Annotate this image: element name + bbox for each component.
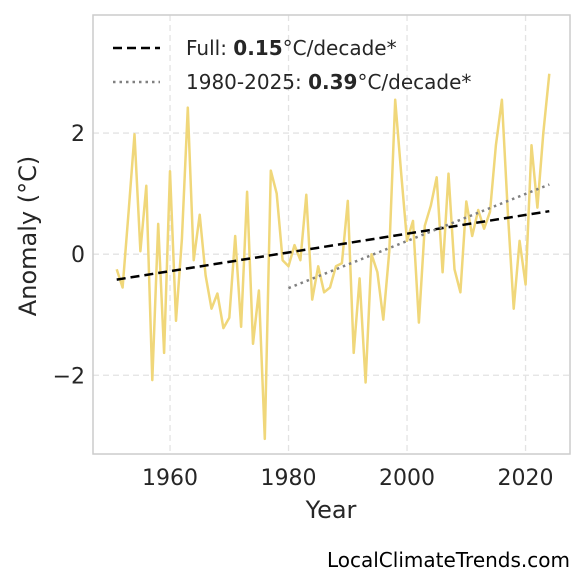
legend-recent-suffix: °C/decade* — [357, 70, 471, 94]
x-tick-label: 1960 — [142, 466, 198, 491]
watermark: LocalClimateTrends.com — [326, 548, 570, 572]
y-tick-label: 2 — [71, 122, 85, 147]
recent-trend-line — [288, 183, 550, 290]
plot-frame — [92, 14, 571, 455]
grid-lines — [93, 15, 570, 454]
legend-label-full: Full: 0.15°C/decade* — [186, 36, 397, 60]
legend-full-value: 0.15 — [233, 36, 282, 60]
y-tick-label: −2 — [53, 364, 85, 389]
full-trend-line — [116, 209, 550, 281]
x-tick-label: 1980 — [261, 466, 317, 491]
tick-labels: 1960 1980 2000 2020 −2 0 2 — [53, 122, 554, 491]
legend-recent-prefix: 1980-2025: — [186, 70, 308, 94]
x-tick-label: 2000 — [379, 466, 435, 491]
x-tick-label: 2020 — [498, 466, 554, 491]
legend-label-recent: 1980-2025: 0.39°C/decade* — [186, 70, 471, 94]
legend: Full: 0.15°C/decade* 1980-2025: 0.39°C/d… — [113, 36, 471, 94]
x-axis-title: Year — [305, 496, 357, 524]
legend-recent-value: 0.39 — [308, 70, 357, 94]
legend-full-prefix: Full: — [186, 36, 233, 60]
y-axis-title: Anomaly (°C) — [14, 156, 42, 316]
series-group — [115, 73, 551, 441]
legend-full-suffix: °C/decade* — [283, 36, 397, 60]
y-tick-label: 0 — [71, 243, 85, 268]
